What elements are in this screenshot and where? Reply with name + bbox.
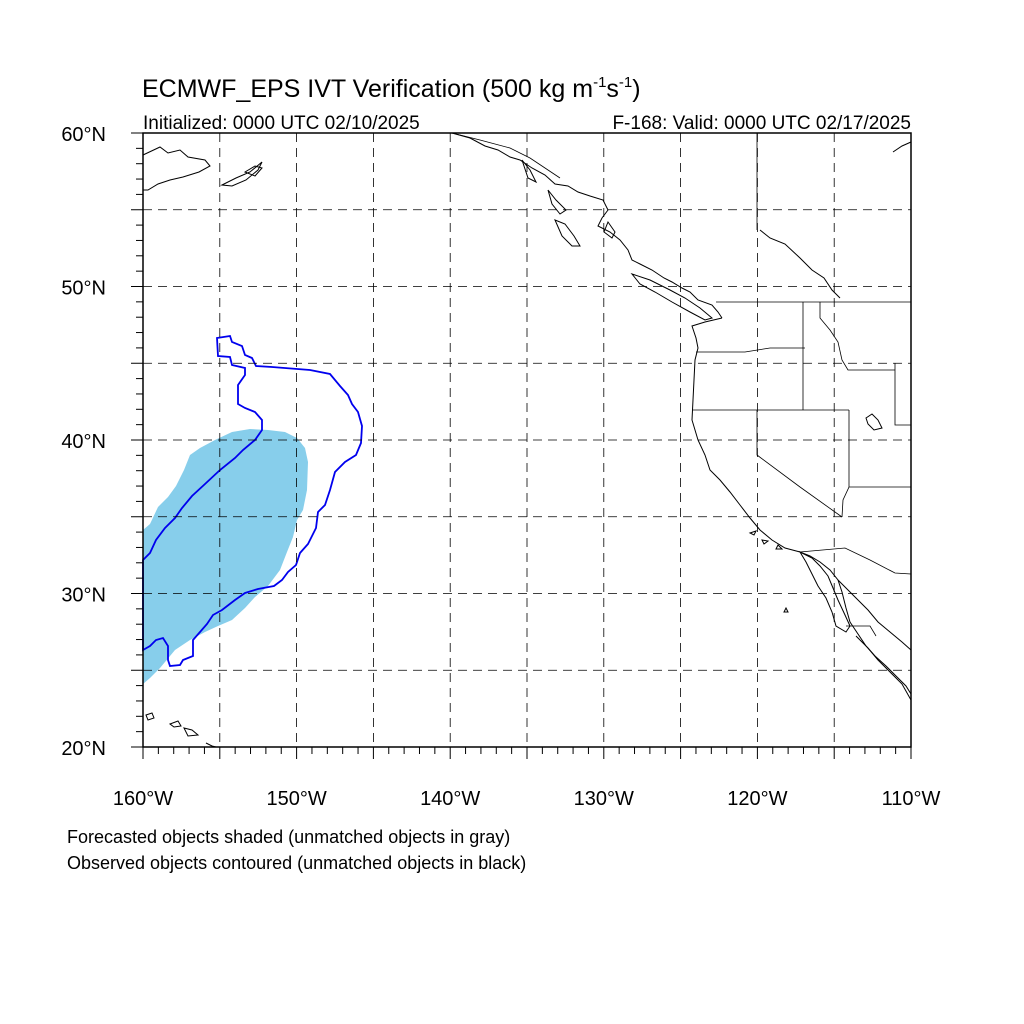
vancouver-island [630,272,714,321]
alaska-islands [220,161,263,187]
title-mid: s [606,75,619,103]
longitude-label: 110°W [882,788,941,810]
longitude-label: 130°W [574,788,634,810]
great-salt-lake [865,413,883,431]
forecast-ivt-object [143,429,308,684]
us-mexico-border [799,547,912,575]
gulf-california [837,579,912,651]
bc-coast [451,132,723,319]
legend-forecast-note: Forecasted objects shaded (unmatched obj… [67,827,510,847]
longitude-labels: 160°W 150°W 140°W 130°W 120°W 110°W [113,788,941,810]
northeast-coast [759,141,912,299]
latitude-label: 20°N [61,738,106,760]
latitude-labels: 60°N 50°N 40°N 30°N 20°N [61,124,106,760]
alaska-coast [142,146,211,191]
ca-nv-border [756,410,843,518]
longitude-label: 150°W [266,788,326,810]
mexico-state-line [846,625,877,637]
title-close: ) [632,75,640,103]
latitude-label: 40°N [61,431,106,453]
legend-observed-note: Observed objects contoured (unmatched ob… [67,853,526,873]
latitude-label: 60°N [61,124,106,146]
observed-ivt-object [142,334,363,667]
bc-islands [521,159,616,247]
coastlines [142,132,912,748]
us-west-coast [691,317,912,695]
map-area [131,132,912,759]
longitude-label: 160°W [113,788,173,810]
wy-border [894,363,911,426]
title-sup2: -1 [619,74,632,91]
title-sup1: -1 [593,74,606,91]
hawaii-islands [145,712,217,748]
latitude-label: 50°N [61,278,106,300]
channel-islands [748,530,789,613]
mainland-mexico [855,635,912,701]
axis-ticks [131,132,912,759]
nv-ut-border [841,410,850,518]
longitude-label: 120°W [727,788,787,810]
subtitle-initialized: Initialized: 0000 UTC 02/10/2025 [143,113,420,134]
figure-title: ECMWF_EPS IVT Verification (500 kg m-1s-… [142,74,641,103]
id-mt-border [819,302,895,371]
subtitle-valid: F-168: Valid: 0000 UTC 02/17/2025 [612,113,911,134]
graticule [143,133,911,747]
title-main: ECMWF_EPS IVT Verification (500 kg m [142,75,593,103]
latitude-label: 30°N [61,585,106,607]
baja-california [798,550,851,633]
political-borders [451,132,912,637]
longitude-label: 140°W [420,788,480,810]
alaska-canada-border [451,132,561,179]
